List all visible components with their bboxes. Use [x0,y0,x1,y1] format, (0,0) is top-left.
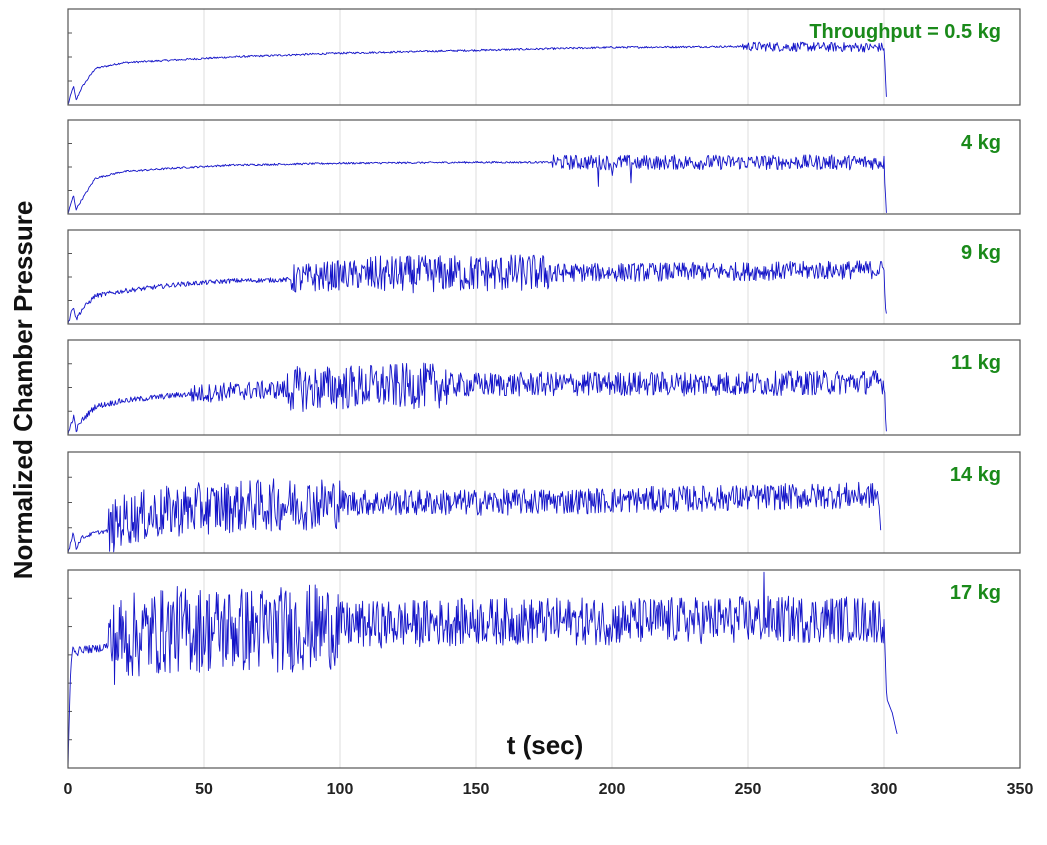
panel-2: 4 kg [67,119,1021,215]
x-tick-label-300: 300 [871,781,898,798]
panel-6-frame [67,569,1021,769]
panel-3-pressure-trace [67,254,887,325]
panel-6-throughput-label: 17 kg [950,582,1001,604]
panel-2-pressure-trace [67,154,887,215]
x-axis-tick-labels: 0 50 100 150 200 250 300 350 [64,781,1034,798]
x-tick-label-350: 350 [1007,781,1034,798]
x-axis-title: t (sec) [507,730,584,760]
panel-3: 9 kg [67,229,1021,325]
panel-6-pressure-trace [67,571,898,769]
panel-5-frame [67,451,1021,554]
panels-group: Throughput = 0.5 kg 4 kg 9 kg 11 kg 14 kg 17 … [67,8,1021,769]
panel-3-throughput-label: 9 kg [961,242,1001,264]
x-tick-label-50: 50 [195,781,213,798]
panel-5-pressure-trace [67,478,882,554]
x-tick-label-250: 250 [735,781,762,798]
panel-3-frame [67,229,1021,325]
panel-4-frame [67,339,1021,436]
x-tick-label-100: 100 [327,781,354,798]
x-tick-label-200: 200 [599,781,626,798]
panel-5: 14 kg [67,451,1021,554]
panel-6: 17 kg [67,569,1021,769]
panel-1-frame [67,8,1021,106]
panel-1-throughput-label: Throughput = 0.5 kg [809,21,1001,43]
panel-5-throughput-label: 14 kg [950,464,1001,486]
x-tick-label-0: 0 [64,781,73,798]
panel-1: Throughput = 0.5 kg [67,8,1021,106]
panel-4-pressure-trace [67,362,887,435]
panel-1-pressure-trace [67,41,887,105]
panel-4-throughput-label: 11 kg [951,352,1001,374]
panel-4: 11 kg [67,339,1021,436]
y-axis-title: Normalized Chamber Pressure [8,201,38,580]
x-tick-label-150: 150 [463,781,490,798]
panel-2-throughput-label: 4 kg [961,132,1001,154]
panel-2-frame [67,119,1021,215]
